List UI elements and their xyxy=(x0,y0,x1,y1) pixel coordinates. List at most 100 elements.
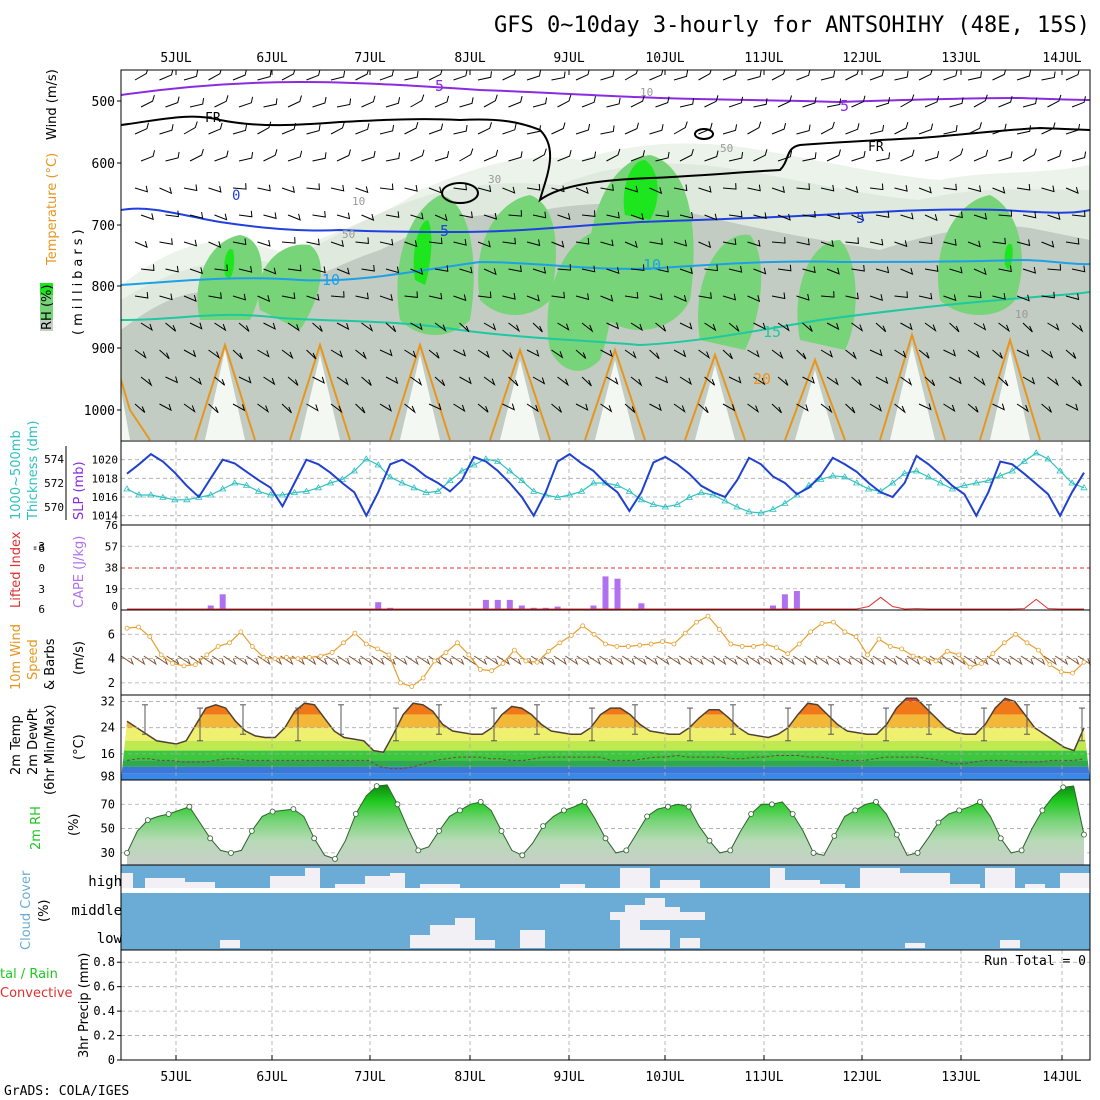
wind-speed-marker xyxy=(568,633,574,638)
wind-barb xyxy=(894,71,909,81)
wind10m-barb xyxy=(1043,655,1057,666)
contour-label: 5 xyxy=(440,222,449,240)
wind-barb xyxy=(851,264,865,272)
wind-barb xyxy=(551,122,566,135)
wind-barb xyxy=(606,267,620,274)
wind-barb xyxy=(900,267,914,275)
wind10m-barb xyxy=(599,655,613,666)
cloud-gap xyxy=(520,930,545,948)
cloud-gap xyxy=(985,868,1015,888)
temp-label-3: (6hr Min/Max) xyxy=(43,705,58,795)
precip-tick-label: 0.2 xyxy=(93,1029,115,1043)
temp-contour-minus5 xyxy=(121,80,1090,104)
wind-barb xyxy=(165,322,177,332)
wind-barb xyxy=(845,292,859,300)
wind10m-barb xyxy=(166,655,180,666)
thickness-marker xyxy=(530,487,538,494)
pressure-tick-label: 600 xyxy=(92,157,115,172)
cloud-gap xyxy=(455,918,475,948)
contour-label: 0 xyxy=(232,188,240,204)
wind-barb xyxy=(1065,293,1080,301)
wind-speed-marker xyxy=(261,655,267,660)
wind-barb xyxy=(214,376,226,386)
wind-barb xyxy=(973,212,988,220)
wind-barb xyxy=(385,97,401,108)
wind-speed-marker xyxy=(956,652,962,658)
li-label: Lifted Index xyxy=(9,531,24,608)
cloud-gap xyxy=(390,873,405,888)
wind10m-barb xyxy=(656,655,670,666)
wind10m-barb xyxy=(576,655,590,666)
wind-barb xyxy=(845,186,859,194)
cape-tick-label: 57 xyxy=(105,540,118,553)
cloud-gap xyxy=(121,873,133,888)
wind10m-barb xyxy=(679,655,693,666)
wind-barb xyxy=(165,376,179,384)
rh2m-marker xyxy=(415,847,422,854)
wind-barb xyxy=(287,150,303,162)
wind-barb xyxy=(336,322,350,331)
wind-barb xyxy=(943,239,957,246)
wind-barb xyxy=(992,237,1006,245)
wind-speed-marker xyxy=(751,644,756,649)
precip-panel: 0.8 0.6 0.4 0.2 0 Run Total = 0 tal / Rain C… xyxy=(0,950,1090,1067)
wind-legend-label: Wind (m/s) xyxy=(45,69,60,140)
precip-label-3: 3hr Precip (mm) xyxy=(77,953,92,1058)
wind-barb xyxy=(361,213,375,221)
wind-barb xyxy=(1065,123,1081,135)
wind-barb xyxy=(330,70,346,81)
wind-speed-marker xyxy=(1070,670,1075,676)
wind-barb xyxy=(875,211,890,218)
wind-barb xyxy=(943,294,957,302)
rh2m-marker xyxy=(665,803,671,810)
thickness-marker xyxy=(649,500,658,507)
wind-barb xyxy=(165,96,180,108)
wind-barb xyxy=(943,125,958,135)
wind-barb xyxy=(312,96,327,108)
wind-barb xyxy=(704,95,719,108)
wind-tick-label: 4 xyxy=(108,652,115,666)
wind-barb xyxy=(532,266,547,274)
thickness-marker xyxy=(733,503,741,510)
thickness-marker xyxy=(936,479,945,486)
thickness-marker xyxy=(709,491,717,498)
wind-barb xyxy=(869,238,884,246)
cloud-gap xyxy=(1060,873,1090,888)
wind-barb xyxy=(140,264,155,271)
wind-barb xyxy=(526,294,540,302)
wind-barb xyxy=(410,267,424,275)
wind-barb xyxy=(943,403,956,413)
wind-barb xyxy=(973,376,986,387)
li-tick-label: 0 xyxy=(38,562,45,575)
wind-barb xyxy=(722,403,736,412)
wind-speed-marker xyxy=(922,656,927,661)
wind-barb xyxy=(557,149,572,162)
rh2m-marker xyxy=(685,803,692,810)
wind10m-barb xyxy=(553,655,567,666)
thickness-marker xyxy=(673,500,681,507)
contour-label: 10 xyxy=(322,271,340,289)
wind10m-barb xyxy=(633,655,647,666)
contour-label: 10 xyxy=(352,195,365,208)
temp-contour-20 xyxy=(121,331,1041,441)
wind-speed-marker xyxy=(910,653,916,659)
wind-barb xyxy=(679,267,693,275)
contour-label: 15 xyxy=(763,323,781,341)
wind-barb xyxy=(753,149,768,162)
wind-barb xyxy=(845,237,859,244)
wind-barb xyxy=(869,70,885,81)
cape-bar xyxy=(793,591,800,610)
rh2m-marker xyxy=(456,807,463,814)
wind-barb xyxy=(673,70,689,81)
temp2m-line xyxy=(126,697,1085,754)
wind-barb xyxy=(796,349,807,360)
wind-barb xyxy=(134,122,149,135)
rh2m-marker xyxy=(332,856,338,862)
wind-barb xyxy=(820,291,835,298)
slp-label: SLP (mb) xyxy=(72,461,87,520)
rh2m-marker xyxy=(124,850,130,856)
rh2m-marker xyxy=(873,799,879,805)
wind10m-barb xyxy=(895,655,909,666)
pressure-tick-label: 1000 xyxy=(84,404,115,419)
wind10m-barb xyxy=(394,655,408,666)
